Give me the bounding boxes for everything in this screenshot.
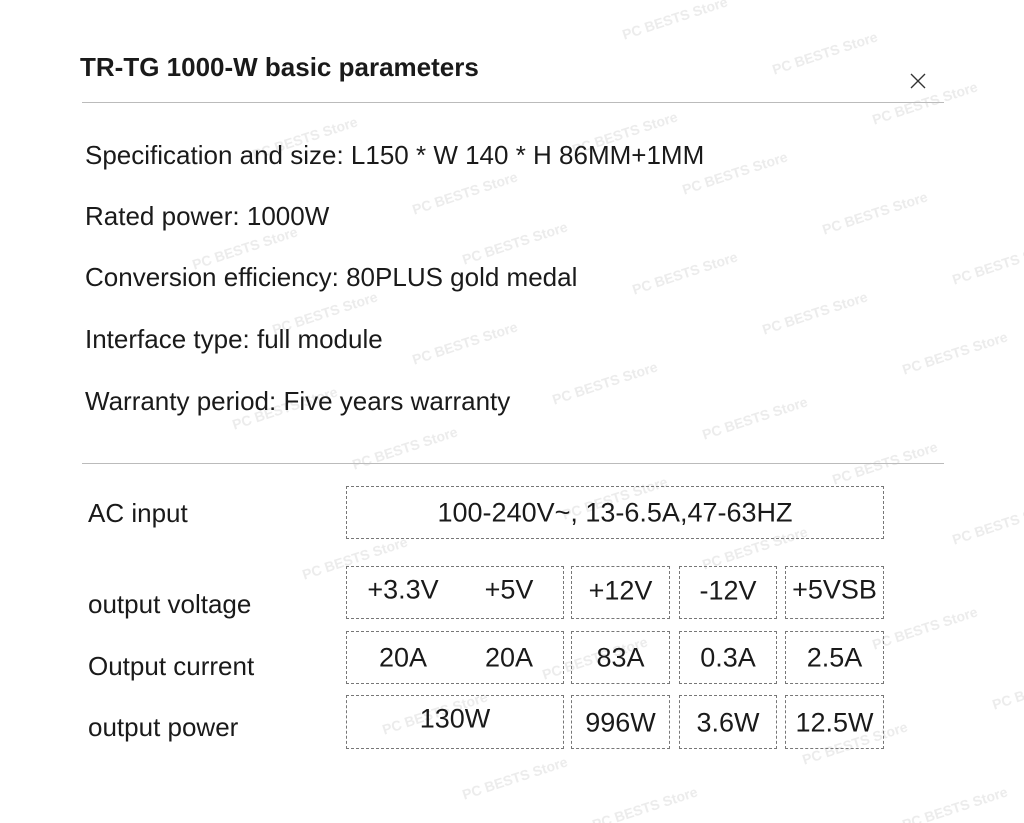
cell-box: 130W: [346, 695, 564, 749]
title: TR-TG 1000-W basic parameters: [80, 52, 479, 82]
watermark: PC BESTS Store: [770, 28, 880, 78]
spec: Rated power: 1000W: [85, 201, 330, 231]
cell-box: 3.6W: [679, 695, 777, 749]
watermark: PC BESTS Store: [870, 603, 980, 653]
cell-box: 12.5W: [785, 695, 884, 749]
cell: 12.5W: [795, 707, 874, 738]
watermark: PC BESTS Store: [550, 358, 660, 408]
cell: -12V: [699, 575, 757, 606]
watermark: PC BESTS Store: [630, 248, 740, 298]
cell-box: 100-240V~, 13-6.5A,47-63HZ: [346, 486, 884, 539]
row-label: AC input: [88, 498, 188, 528]
watermark: PC BESTS Store: [460, 218, 570, 268]
cell-box: +12V: [571, 566, 670, 619]
watermark: PC BESTS Store: [410, 168, 520, 218]
watermark: PC BESTS Store: [700, 393, 810, 443]
cell: 3.6W: [696, 707, 760, 738]
watermark: PC BESTS Store: [590, 783, 700, 823]
cell: +5VSB: [792, 574, 877, 605]
spec: Interface type: full module: [85, 324, 383, 354]
cell: 100-240V~, 13-6.5A,47-63HZ: [437, 497, 793, 527]
watermark: PC BESTS Store: [950, 238, 1024, 288]
watermark: PC BESTS Store: [990, 663, 1024, 713]
watermark: PC BESTS Store: [460, 753, 570, 803]
divider: [82, 463, 944, 464]
watermark: PC BESTS Store: [760, 288, 870, 338]
watermark: PC BESTS Store: [410, 318, 520, 368]
cell: 2.5A: [806, 642, 863, 672]
spec: Conversion efficiency: 80PLUS gold medal: [85, 262, 578, 292]
cell-box: 2.5A: [785, 631, 884, 684]
cell-box: 83A: [571, 631, 670, 684]
divider: [82, 102, 944, 103]
cell: 996W: [585, 707, 656, 738]
cell: 83A: [596, 642, 645, 672]
watermark: PC BESTS Store: [900, 328, 1010, 378]
row-label: output voltage: [88, 589, 252, 619]
watermark: PC BESTS Store: [620, 0, 730, 43]
cell: 130W: [419, 703, 491, 734]
cell-box: 20A 20A: [346, 631, 564, 684]
cell-box: +3.3V +5V: [346, 566, 564, 619]
cell: +3.3V: [367, 574, 439, 605]
watermark: PC BESTS Store: [350, 423, 460, 473]
cell-box: 996W: [571, 695, 670, 749]
cell-box: -12V: [679, 566, 777, 619]
spec: Warranty period: Five years warranty: [85, 386, 511, 416]
spec: Specification and size: L150 * W 140 * H…: [85, 140, 705, 170]
watermark: PC BESTS Store: [900, 783, 1010, 823]
cell: 20A: [484, 642, 534, 672]
cell: +12V: [588, 575, 653, 606]
watermark: PC BESTS Store: [820, 188, 930, 238]
cell: +5V: [484, 574, 534, 605]
row-label: Output current: [88, 651, 255, 681]
close-icon[interactable]: [909, 72, 927, 90]
watermark: PC BESTS Store: [950, 498, 1024, 548]
row-label: output power: [88, 712, 239, 742]
cell: 0.3A: [700, 642, 756, 672]
cell-box: 0.3A: [679, 631, 777, 684]
cell: 20A: [378, 642, 428, 672]
cell-box: +5VSB: [785, 566, 884, 619]
